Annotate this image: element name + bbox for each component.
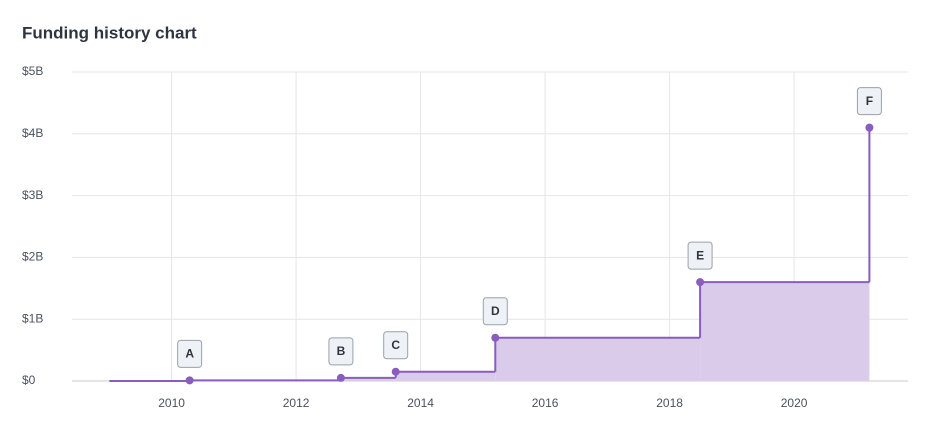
point [185,376,194,385]
point-label-box [856,87,882,116]
step-line [188,379,341,382]
area-step [395,371,496,381]
point-label-box [328,337,354,366]
point-label-box [687,241,713,270]
point-label-box [383,331,409,360]
point-label: C [391,338,400,352]
point [491,333,500,342]
y-tick-label: $1B [22,311,43,325]
point-label: E [696,248,704,262]
area-step [700,282,870,381]
point-label: D [491,304,500,318]
point [391,367,400,376]
y-tick-label: $0 [22,373,36,387]
y-tick-label: $2B [22,250,43,264]
point-label: B [337,344,346,358]
y-tick-label: $4B [22,126,43,140]
x-tick-label: 2010 [158,396,185,410]
x-tick-label: 2014 [407,396,434,410]
point [865,123,874,132]
point-label: F [866,94,873,108]
area-step [340,377,396,381]
area-step [495,337,701,381]
y-tick-label: $3B [22,188,43,202]
y-tick-label: $5B [22,64,43,78]
chart-title: Funding history chart [22,23,197,42]
x-tick-label: 2020 [781,396,808,410]
point-label: A [185,347,194,361]
x-tick-label: 2018 [656,396,683,410]
x-tick-label: 2016 [532,396,559,410]
point-label-box [177,339,203,368]
point [696,278,705,287]
point-label-box [482,297,508,326]
point [336,373,345,382]
x-tick-label: 2012 [283,396,310,410]
